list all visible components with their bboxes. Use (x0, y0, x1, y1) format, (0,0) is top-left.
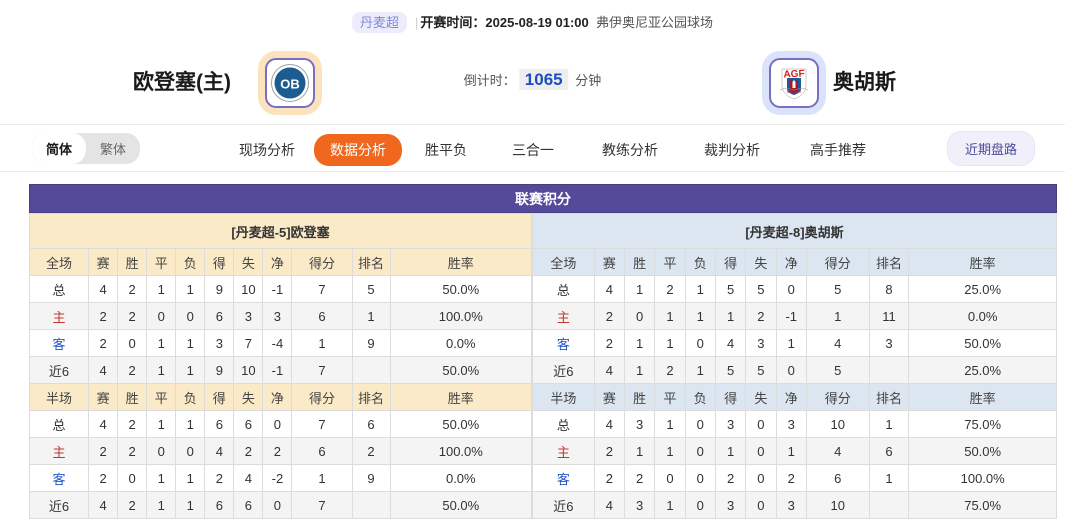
svg-text:AARHUS: AARHUS (787, 90, 802, 94)
svg-text:OB: OB (280, 77, 300, 92)
